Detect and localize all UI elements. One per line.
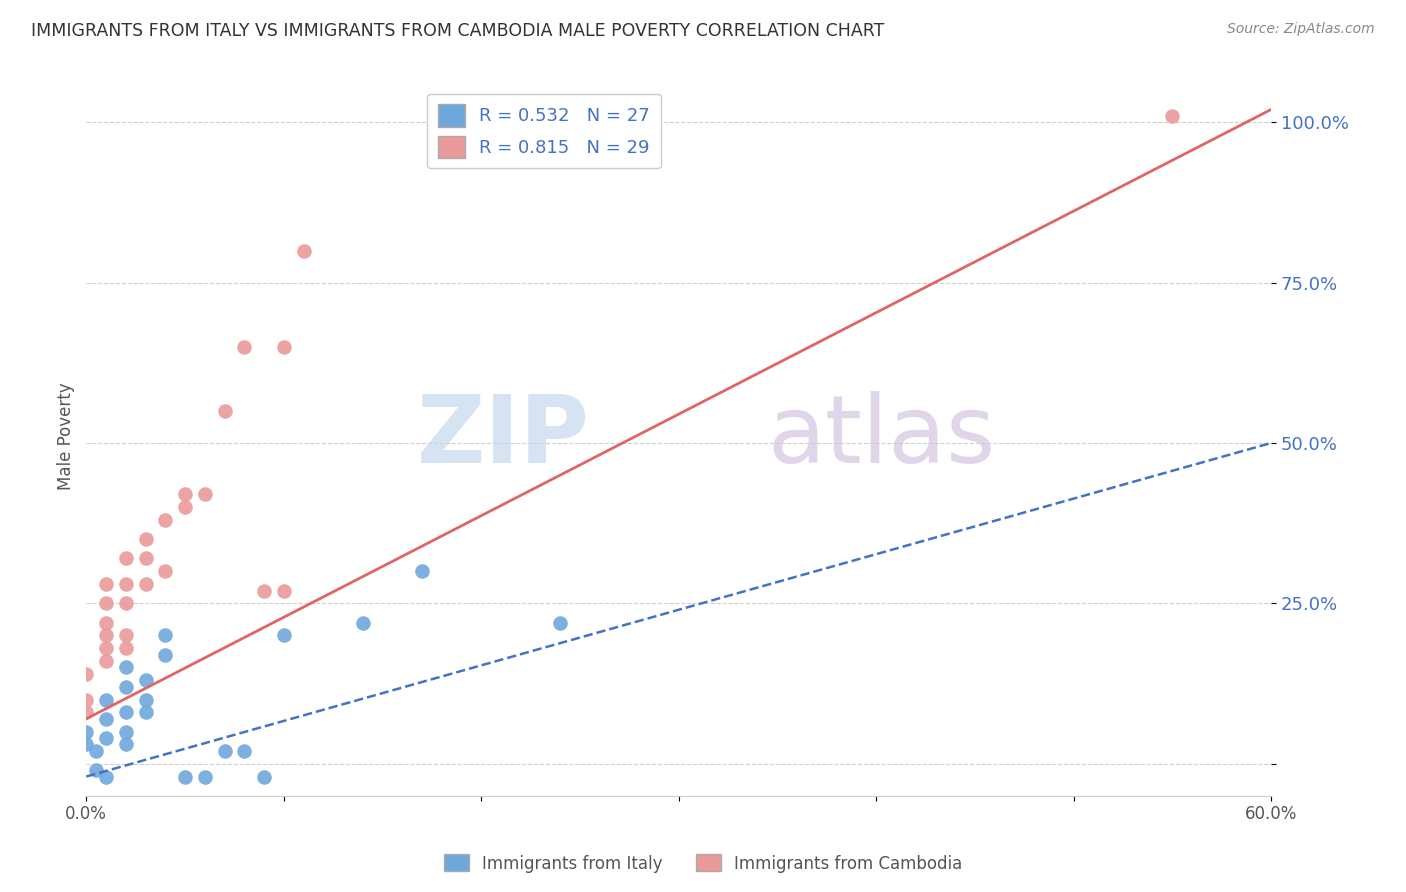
Point <box>135 692 157 706</box>
Point <box>273 340 295 354</box>
Y-axis label: Male Poverty: Male Poverty <box>58 383 75 491</box>
Point <box>292 244 315 258</box>
Point <box>94 596 117 610</box>
Point <box>233 340 256 354</box>
Point <box>114 596 136 610</box>
Point <box>114 738 136 752</box>
Point <box>233 744 256 758</box>
Point <box>94 577 117 591</box>
Text: IMMIGRANTS FROM ITALY VS IMMIGRANTS FROM CAMBODIA MALE POVERTY CORRELATION CHART: IMMIGRANTS FROM ITALY VS IMMIGRANTS FROM… <box>31 22 884 40</box>
Point <box>94 770 117 784</box>
Point <box>194 770 217 784</box>
Point <box>214 744 236 758</box>
Point <box>114 706 136 720</box>
Point <box>114 660 136 674</box>
Point <box>135 577 157 591</box>
Point <box>273 583 295 598</box>
Point <box>1161 109 1184 123</box>
Point <box>114 641 136 656</box>
Point <box>214 404 236 418</box>
Point <box>253 770 276 784</box>
Point <box>114 551 136 566</box>
Point <box>94 712 117 726</box>
Point <box>75 724 97 739</box>
Point <box>114 628 136 642</box>
Point <box>84 744 107 758</box>
Point <box>94 692 117 706</box>
Point <box>411 564 433 578</box>
Point <box>174 500 197 515</box>
Point <box>548 615 571 630</box>
Point <box>273 628 295 642</box>
Point <box>114 680 136 694</box>
Point <box>75 738 97 752</box>
Point <box>75 692 97 706</box>
Point <box>75 666 97 681</box>
Text: atlas: atlas <box>768 391 995 483</box>
Point <box>135 551 157 566</box>
Point <box>194 487 217 501</box>
Point <box>75 706 97 720</box>
Text: ZIP: ZIP <box>418 391 591 483</box>
Point <box>155 648 177 662</box>
Point <box>135 706 157 720</box>
Point <box>94 731 117 745</box>
Point <box>352 615 374 630</box>
Point <box>135 533 157 547</box>
Point <box>155 513 177 527</box>
Point <box>135 673 157 688</box>
Legend: Immigrants from Italy, Immigrants from Cambodia: Immigrants from Italy, Immigrants from C… <box>437 847 969 880</box>
Point <box>114 724 136 739</box>
Point <box>253 583 276 598</box>
Point <box>94 628 117 642</box>
Legend: R = 0.532   N = 27, R = 0.815   N = 29: R = 0.532 N = 27, R = 0.815 N = 29 <box>427 94 661 169</box>
Point <box>155 628 177 642</box>
Point <box>84 763 107 777</box>
Point <box>94 654 117 668</box>
Point <box>114 577 136 591</box>
Point <box>155 564 177 578</box>
Point <box>174 770 197 784</box>
Text: Source: ZipAtlas.com: Source: ZipAtlas.com <box>1227 22 1375 37</box>
Point <box>94 641 117 656</box>
Point <box>94 615 117 630</box>
Point <box>174 487 197 501</box>
